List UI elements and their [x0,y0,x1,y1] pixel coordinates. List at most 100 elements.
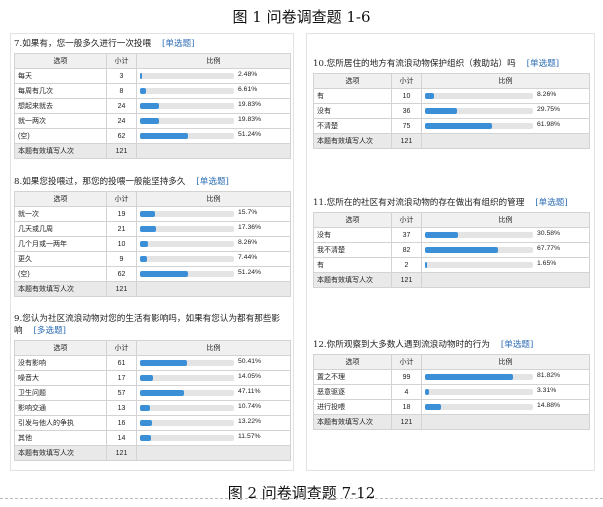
ratio-percent: 15.7% [238,209,258,216]
ratio-cell: 8.26% [136,236,291,252]
footer-empty [136,143,291,159]
header-count: 小计 [106,191,137,207]
ratio-percent: 11.57% [238,433,261,440]
ratio-percent: 10.74% [238,403,262,410]
option-label: (空) [14,128,107,144]
header-count: 小计 [391,354,422,370]
table-row: 每天 3 2.48% [14,68,291,84]
ratio-cell: 61.98% [421,118,590,134]
progress-track [140,226,234,232]
option-count: 10 [106,236,137,252]
ratio-cell: 19.83% [136,98,291,114]
footer-total: 121 [391,414,422,430]
ratio-percent: 14.88% [537,402,561,409]
header-count: 小计 [391,212,422,228]
option-label: 就一次 [14,206,107,222]
table-row: 更久 9 7.44% [14,251,291,267]
ratio-cell: 50.41% [136,355,291,371]
progress-track [140,241,234,247]
table-row: (空) 62 51.24% [14,266,291,282]
question-type-tag[interactable]: [单选题] [526,59,560,69]
table-row: (空) 62 51.24% [14,128,291,144]
question-type-tag[interactable]: [多选题] [33,326,67,336]
option-count: 99 [391,369,422,385]
option-label: 我不清楚 [313,242,392,258]
progress-fill [140,360,188,366]
ratio-cell: 51.24% [136,128,291,144]
question-type-tag[interactable]: [单选题] [500,340,534,350]
option-label: 卫生问题 [14,385,107,401]
progress-track [140,435,234,441]
option-label: 进行投喂 [313,399,392,415]
progress-track [425,404,533,410]
footer-label: 本题有效填写人次 [313,414,392,430]
option-label: 引发与他人的争执 [14,415,107,431]
question-7: 7.如果有，您一般多久进行一次投喂 [单选题] 选项 小计 比例 每天 3 2.48% 每周有… [14,38,291,159]
option-label: 不清楚 [313,118,392,134]
progress-fill [140,405,151,411]
progress-fill [140,226,157,232]
progress-track [425,247,533,253]
question-title: 12.你所观察到大多数人遇到流浪动物时的行为 [单选题] [313,339,583,351]
footer-label: 本题有效填写人次 [14,281,107,297]
question-title: 8.如果您投喂过，那您的投喂一般能坚持多久 [单选题] [14,176,280,188]
ratio-cell: 51.24% [136,266,291,282]
ratio-cell: 10.74% [136,400,291,416]
table-row: 就一次 19 15.7% [14,206,291,222]
option-label: 没有 [313,227,392,243]
ratio-percent: 81.82% [537,372,561,379]
progress-fill [140,390,185,396]
option-count: 17 [106,370,137,386]
question-title: 7.如果有，您一般多久进行一次投喂 [单选题] [14,38,280,50]
footer-empty [421,133,590,149]
header-ratio: 比例 [421,73,590,89]
ratio-percent: 8.26% [238,239,258,246]
progress-fill [425,93,434,99]
table-row: 每周有几次 8 6.61% [14,83,291,99]
ratio-cell: 67.77% [421,242,590,258]
question-text: 7.如果有，您一般多久进行一次投喂 [14,39,152,49]
ratio-cell: 14.05% [136,370,291,386]
ratio-percent: 51.24% [238,269,262,276]
question-type-tag[interactable]: [单选题] [535,198,568,208]
table-row: 我不清楚 82 67.77% [313,242,590,258]
question-type-tag[interactable]: [单选题] [196,177,229,187]
table-row: 卫生问题 57 47.11% [14,385,291,401]
ratio-cell: 11.57% [136,430,291,446]
table-row: 没有 36 29.75% [313,103,590,119]
table-row: 有 10 8.26% [313,88,590,104]
progress-track [140,420,234,426]
header-count: 小计 [106,340,137,356]
ratio-cell: 81.82% [421,369,590,385]
question-type-tag[interactable]: [单选题] [162,39,195,49]
option-count: 14 [106,430,137,446]
ratio-percent: 51.24% [238,131,262,138]
option-label: 有 [313,257,392,273]
option-count: 13 [106,400,137,416]
ratio-percent: 13.22% [238,418,262,425]
ratio-percent: 19.83% [238,116,262,123]
progress-fill [140,256,147,262]
option-label: 就一两次 [14,113,107,129]
table-row: 几天或几周 21 17.36% [14,221,291,237]
table-row: 进行投喂 18 14.88% [313,399,590,415]
footer-total: 121 [106,143,137,159]
option-count: 62 [106,128,137,144]
option-label: 置之不理 [313,369,392,385]
table-row: 没有 37 30.58% [313,227,590,243]
footer-label: 本题有效填写人次 [14,143,107,159]
footer-label: 本题有效填写人次 [14,445,107,461]
progress-fill [140,73,143,79]
table-footer-row: 本题有效填写人次 121 [313,133,590,149]
footer-label: 本题有效填写人次 [313,133,392,149]
option-label: 没有 [313,103,392,119]
progress-track [140,88,234,94]
progress-track [140,390,234,396]
progress-fill [140,375,154,381]
ratio-cell: 6.61% [136,83,291,99]
ratio-cell: 19.83% [136,113,291,129]
option-count: 24 [106,113,137,129]
ratio-cell: 29.75% [421,103,590,119]
option-count: 82 [391,242,422,258]
header-count: 小计 [106,53,137,69]
